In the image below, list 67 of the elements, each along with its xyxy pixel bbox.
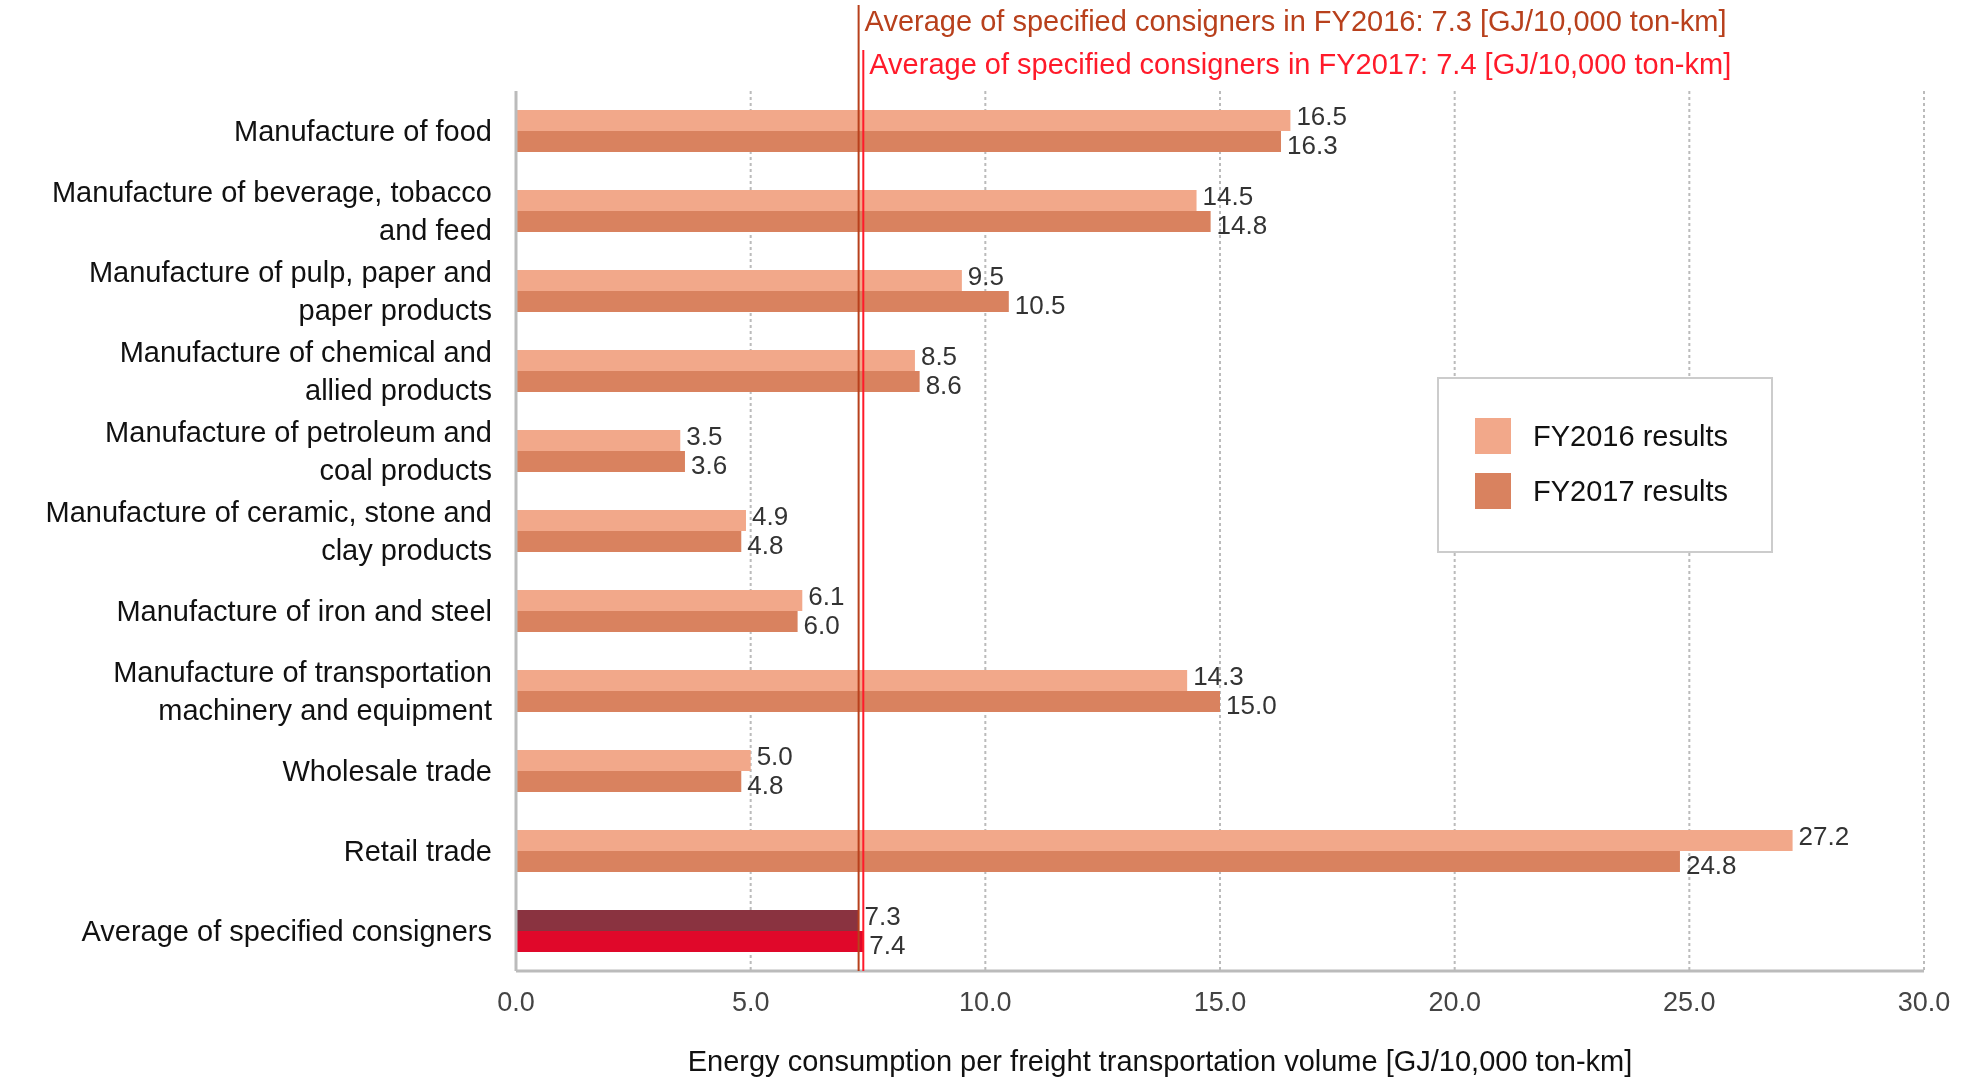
data-label: 9.5 <box>967 261 1005 292</box>
data-label: 8.5 <box>920 341 958 372</box>
bar <box>516 691 1220 712</box>
bar <box>516 670 1188 691</box>
data-label: 15.0 <box>1226 690 1277 721</box>
bar <box>516 931 864 952</box>
data-label: 5.0 <box>756 741 793 772</box>
y-tick-label: Manufacture of food <box>234 115 492 147</box>
ref-line-label: Average of specified consigners in FY2017: 7.4 [GJ/10,000 ton-km] <box>869 48 1732 80</box>
data-label: 3.6 <box>690 450 728 481</box>
y-tick-label: Average of specified consigners <box>81 915 492 947</box>
data-label: 3.5 <box>686 421 723 452</box>
bar <box>516 430 681 451</box>
x-tick-label: 10.0 <box>959 987 1012 1017</box>
bar <box>516 830 1793 851</box>
y-tick-label: Manufacture of beverage, tobacco and feed <box>51 176 492 246</box>
y-tick-label: Manufacture of petroleum and coal products <box>105 416 492 486</box>
data-label: 8.6 <box>925 370 962 401</box>
bar <box>516 110 1291 131</box>
y-tick-label: Wholesale trade <box>282 755 492 787</box>
bar <box>516 211 1211 232</box>
bar <box>516 750 751 771</box>
data-label: 14.3 <box>1193 661 1244 692</box>
y-tick-label: Manufacture of pulp, paper and paper products <box>88 256 492 326</box>
bar <box>516 851 1680 872</box>
ref-line-label: Average of specified consigners in FY2016: 7.3 [GJ/10,000 ton-km] <box>864 5 1727 37</box>
data-label: 6.0 <box>803 610 840 641</box>
y-tick-label: Manufacture of chemical and allied products <box>119 336 492 406</box>
x-tick-label: 15.0 <box>1193 987 1247 1017</box>
data-label: 4.8 <box>747 770 784 801</box>
y-tick-label: Manufacture of ceramic, stone and clay products <box>45 496 492 566</box>
legend-label: FY2016 results <box>1533 420 1729 452</box>
x-tick-label: 5.0 <box>731 987 770 1017</box>
data-label: 4.9 <box>751 501 789 532</box>
bar <box>516 611 798 632</box>
data-label: 16.3 <box>1287 130 1338 161</box>
data-label: 14.8 <box>1216 210 1268 241</box>
data-label: 6.1 <box>808 581 845 612</box>
legend-label: FY2017 results <box>1533 475 1729 507</box>
bar <box>516 270 962 291</box>
x-tick-label: 20.0 <box>1428 987 1481 1017</box>
data-label: 14.5 <box>1202 181 1254 212</box>
data-label: 16.5 <box>1296 101 1348 132</box>
bar <box>516 371 920 392</box>
bar <box>516 771 742 792</box>
bar <box>516 291 1009 312</box>
bar <box>516 190 1197 211</box>
data-label: 10.5 <box>1014 290 1066 321</box>
bar <box>516 350 915 371</box>
data-label: 4.8 <box>747 530 784 561</box>
bar <box>516 510 746 531</box>
bar <box>516 451 685 472</box>
y-tick-label: Manufacture of iron and steel <box>116 595 492 627</box>
bar <box>516 910 859 931</box>
x-tick-label: 25.0 <box>1663 987 1716 1017</box>
y-tick-label: Manufacture of transportation machinery and equipment <box>113 656 492 726</box>
x-axis-title: Energy consumption per freight transportation volume [GJ/10,000 ton-km] <box>687 1045 1633 1077</box>
bar <box>516 531 742 552</box>
data-label: 7.4 <box>869 930 906 961</box>
x-tick-label: 30.0 <box>1897 987 1951 1017</box>
x-tick-label: 0.0 <box>497 987 535 1017</box>
data-label: 7.3 <box>864 901 901 932</box>
data-label: 24.8 <box>1685 850 1737 881</box>
data-label: 27.2 <box>1798 821 1850 852</box>
bar <box>516 590 803 611</box>
y-tick-label: Retail trade <box>343 835 492 867</box>
bar <box>516 131 1282 152</box>
